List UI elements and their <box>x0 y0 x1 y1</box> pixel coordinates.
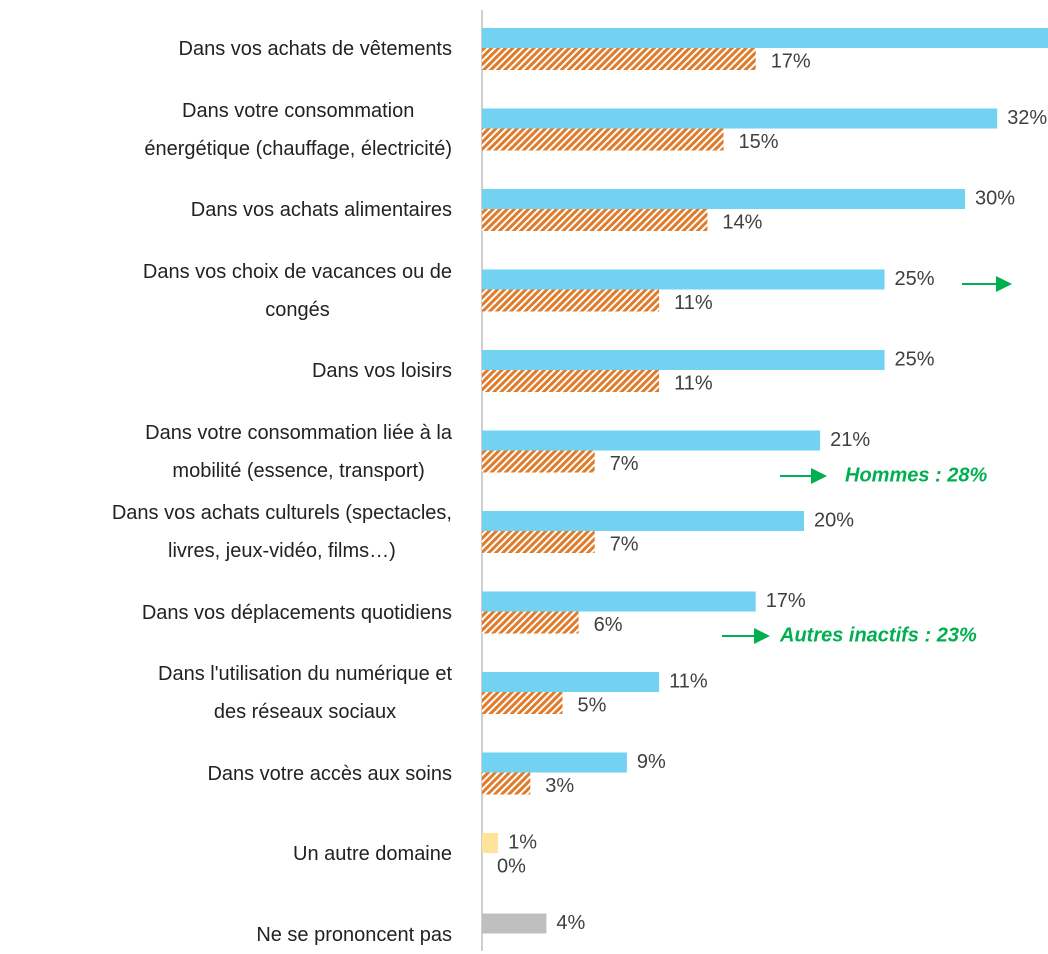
bar <box>482 833 499 853</box>
bar <box>482 692 563 714</box>
value-label: 9% <box>637 751 666 773</box>
value-label: 17% <box>766 590 806 612</box>
category-label: Dans vos achats culturels (spectacles, l… <box>111 502 452 562</box>
value-label: 7% <box>610 453 639 475</box>
value-label: 32% <box>1007 107 1047 129</box>
category-label: Dans votre consommation liée à la mobili… <box>145 421 452 482</box>
value-label: 5% <box>578 694 607 716</box>
value-label: 11% <box>669 670 708 692</box>
value-label: 17% <box>771 50 811 72</box>
value-label: 21% <box>830 429 870 451</box>
category-label: Dans l'utilisation du numérique et des r… <box>158 663 452 723</box>
bar <box>482 189 965 209</box>
value-label: 14% <box>722 211 762 233</box>
value-label: 25% <box>895 348 935 370</box>
category-label: Dans vos déplacements quotidiens <box>141 601 452 624</box>
value-label: 30% <box>975 187 1015 209</box>
annotation: Autres inactifs : 23% <box>779 624 977 646</box>
value-label: 20% <box>814 509 854 531</box>
category-label: Dans vos achats alimentaires <box>190 199 452 221</box>
value-label: 7% <box>610 533 639 555</box>
value-label: 4% <box>556 912 585 934</box>
bar <box>482 531 595 553</box>
category-label: Dans votre accès aux soins <box>207 762 452 785</box>
value-label: 1% <box>508 831 537 853</box>
value-label: 11% <box>674 292 713 314</box>
bar <box>482 752 627 773</box>
category-label: Dans vos achats de vêtements <box>178 38 452 60</box>
bar <box>482 28 1048 48</box>
category-label: Dans vos choix de vacances ou de congés <box>142 260 452 321</box>
value-label: 11% <box>674 372 713 394</box>
bar <box>482 209 708 231</box>
value-label: 15% <box>739 131 779 153</box>
bar <box>482 48 756 70</box>
bar <box>482 450 595 473</box>
value-label: 0% <box>497 855 526 877</box>
bar <box>482 350 885 370</box>
bar <box>482 591 756 612</box>
bar <box>482 772 531 795</box>
bar <box>482 611 579 634</box>
category-label: Dans vos loisirs <box>311 360 452 382</box>
bar <box>482 128 724 151</box>
annotation: Hommes : 28% <box>845 464 987 486</box>
value-label: 6% <box>594 614 623 636</box>
bar <box>482 269 885 290</box>
bar <box>482 289 660 312</box>
value-label: 3% <box>545 775 574 797</box>
bar <box>482 108 998 129</box>
category-label: Ne se prononcent pas <box>256 923 452 946</box>
bar <box>482 913 547 934</box>
category-label: Un autre domaine <box>293 843 452 865</box>
bar <box>482 370 660 392</box>
category-label: Dans votre consommation énergétique (cha… <box>144 99 452 160</box>
bar <box>482 511 804 531</box>
value-label: 25% <box>895 268 935 290</box>
bar <box>482 430 821 451</box>
bar <box>482 672 660 692</box>
